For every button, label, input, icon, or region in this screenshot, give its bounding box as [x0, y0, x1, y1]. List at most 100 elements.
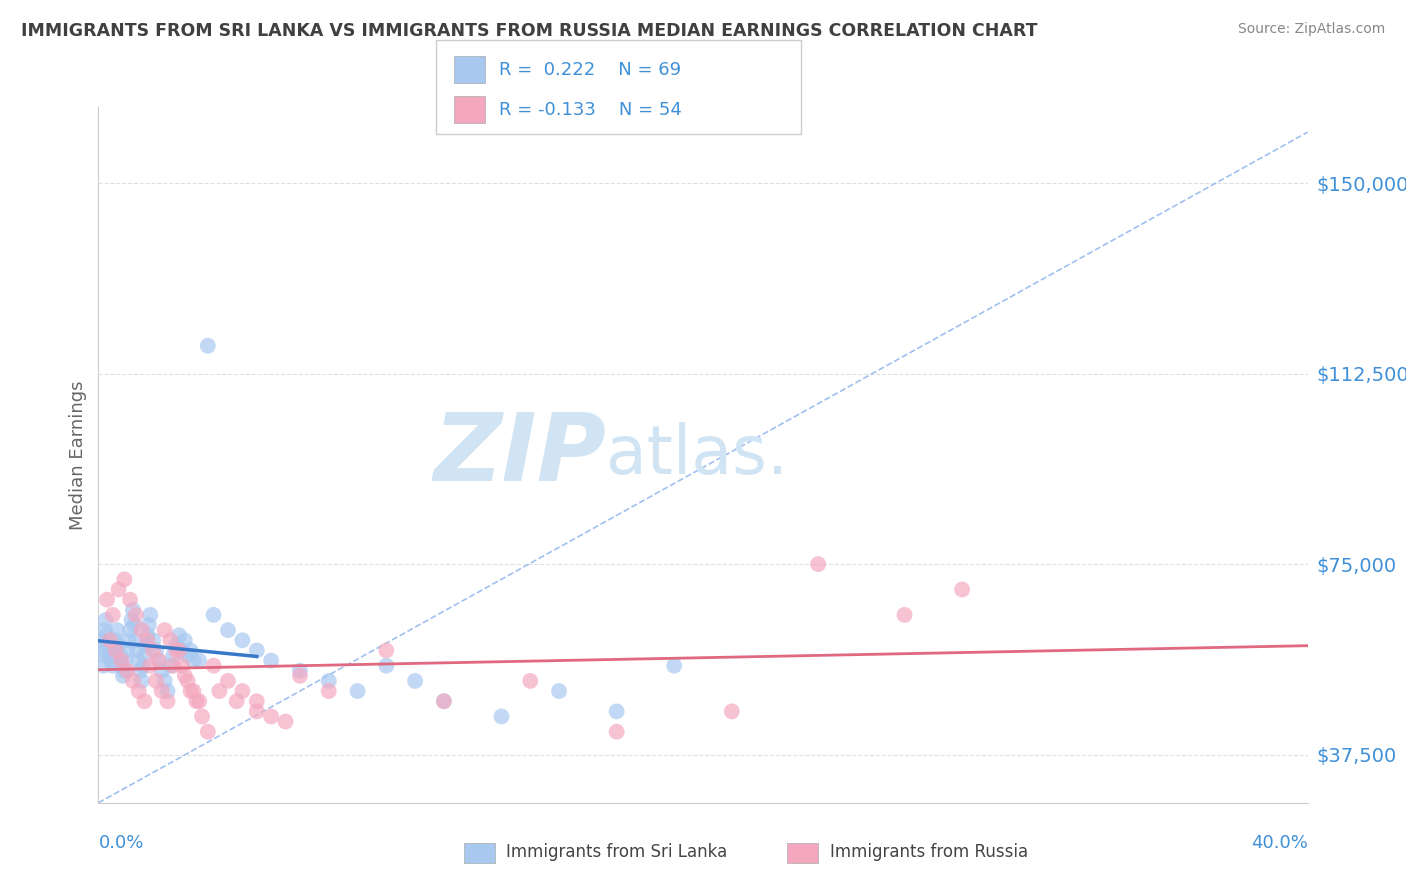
Point [131, 673, 153, 688]
Point [548, 684, 571, 698]
Point [260, 654, 283, 668]
Point [720, 705, 742, 719]
Point [135, 639, 157, 653]
Point [110, 658, 132, 673]
Point [129, 664, 152, 678]
Point [134, 694, 156, 708]
Point [112, 664, 135, 678]
Point [606, 705, 628, 719]
Point [180, 643, 202, 657]
Point [260, 709, 283, 723]
Point [159, 633, 181, 648]
Point [145, 643, 167, 657]
Point [150, 684, 173, 698]
Point [375, 658, 398, 673]
Point [134, 648, 156, 663]
Point [98, 648, 121, 663]
Point [186, 694, 208, 708]
Point [433, 694, 456, 708]
Point [110, 654, 132, 668]
Point [183, 654, 205, 668]
Point [112, 572, 135, 586]
Point [120, 592, 142, 607]
Point [131, 623, 153, 637]
Point [94, 613, 117, 627]
Text: Immigrants from Sri Lanka: Immigrants from Sri Lanka [506, 843, 727, 861]
Point [318, 684, 340, 698]
Text: ZIP: ZIP [433, 409, 606, 501]
Point [105, 623, 128, 637]
Text: 40.0%: 40.0% [1251, 834, 1308, 852]
Point [217, 623, 239, 637]
Point [136, 628, 159, 642]
Point [217, 673, 239, 688]
Point [188, 694, 211, 708]
Point [145, 673, 167, 688]
Point [107, 582, 129, 597]
Point [288, 664, 311, 678]
Text: 0.0%: 0.0% [98, 834, 143, 852]
Point [288, 669, 311, 683]
Point [202, 658, 225, 673]
Point [101, 658, 124, 673]
Point [162, 658, 184, 673]
Point [139, 658, 162, 673]
Point [98, 633, 121, 648]
Point [139, 607, 162, 622]
Point [893, 607, 915, 622]
Point [142, 643, 165, 657]
Point [173, 633, 195, 648]
Point [103, 643, 125, 657]
Point [93, 648, 115, 663]
Point [150, 664, 173, 678]
Point [91, 643, 114, 657]
Point [114, 654, 136, 668]
Point [142, 633, 165, 648]
Point [159, 658, 181, 673]
Point [96, 628, 118, 642]
Point [100, 654, 122, 668]
Point [127, 643, 149, 657]
Point [170, 643, 193, 657]
Point [153, 623, 176, 637]
Point [156, 684, 179, 698]
Point [375, 643, 398, 657]
Point [404, 673, 426, 688]
Point [807, 557, 830, 571]
Point [167, 628, 190, 642]
Point [104, 633, 127, 648]
Y-axis label: Median Earnings: Median Earnings [69, 380, 87, 530]
Point [188, 654, 211, 668]
Point [491, 709, 513, 723]
Point [124, 618, 146, 632]
Point [202, 607, 225, 622]
Text: R = -0.133    N = 54: R = -0.133 N = 54 [499, 101, 682, 119]
Point [246, 643, 269, 657]
Point [125, 607, 148, 622]
Point [125, 633, 148, 648]
Point [108, 648, 131, 663]
Point [153, 673, 176, 688]
Point [346, 684, 368, 698]
Point [950, 582, 973, 597]
Point [121, 613, 143, 627]
Point [519, 673, 541, 688]
Point [138, 618, 160, 632]
Text: atlas.: atlas. [606, 422, 789, 488]
Point [274, 714, 297, 729]
Point [128, 684, 150, 698]
Point [97, 639, 120, 653]
Point [606, 724, 628, 739]
Point [132, 658, 155, 673]
Point [176, 648, 198, 663]
Point [94, 623, 117, 637]
Point [90, 633, 112, 648]
Point [156, 694, 179, 708]
Point [165, 643, 187, 657]
Point [107, 639, 129, 653]
Text: IMMIGRANTS FROM SRI LANKA VS IMMIGRANTS FROM RUSSIA MEDIAN EARNINGS CORRELATION : IMMIGRANTS FROM SRI LANKA VS IMMIGRANTS … [21, 22, 1038, 40]
Point [122, 673, 145, 688]
Point [120, 623, 142, 637]
Point [433, 694, 456, 708]
Point [246, 705, 269, 719]
